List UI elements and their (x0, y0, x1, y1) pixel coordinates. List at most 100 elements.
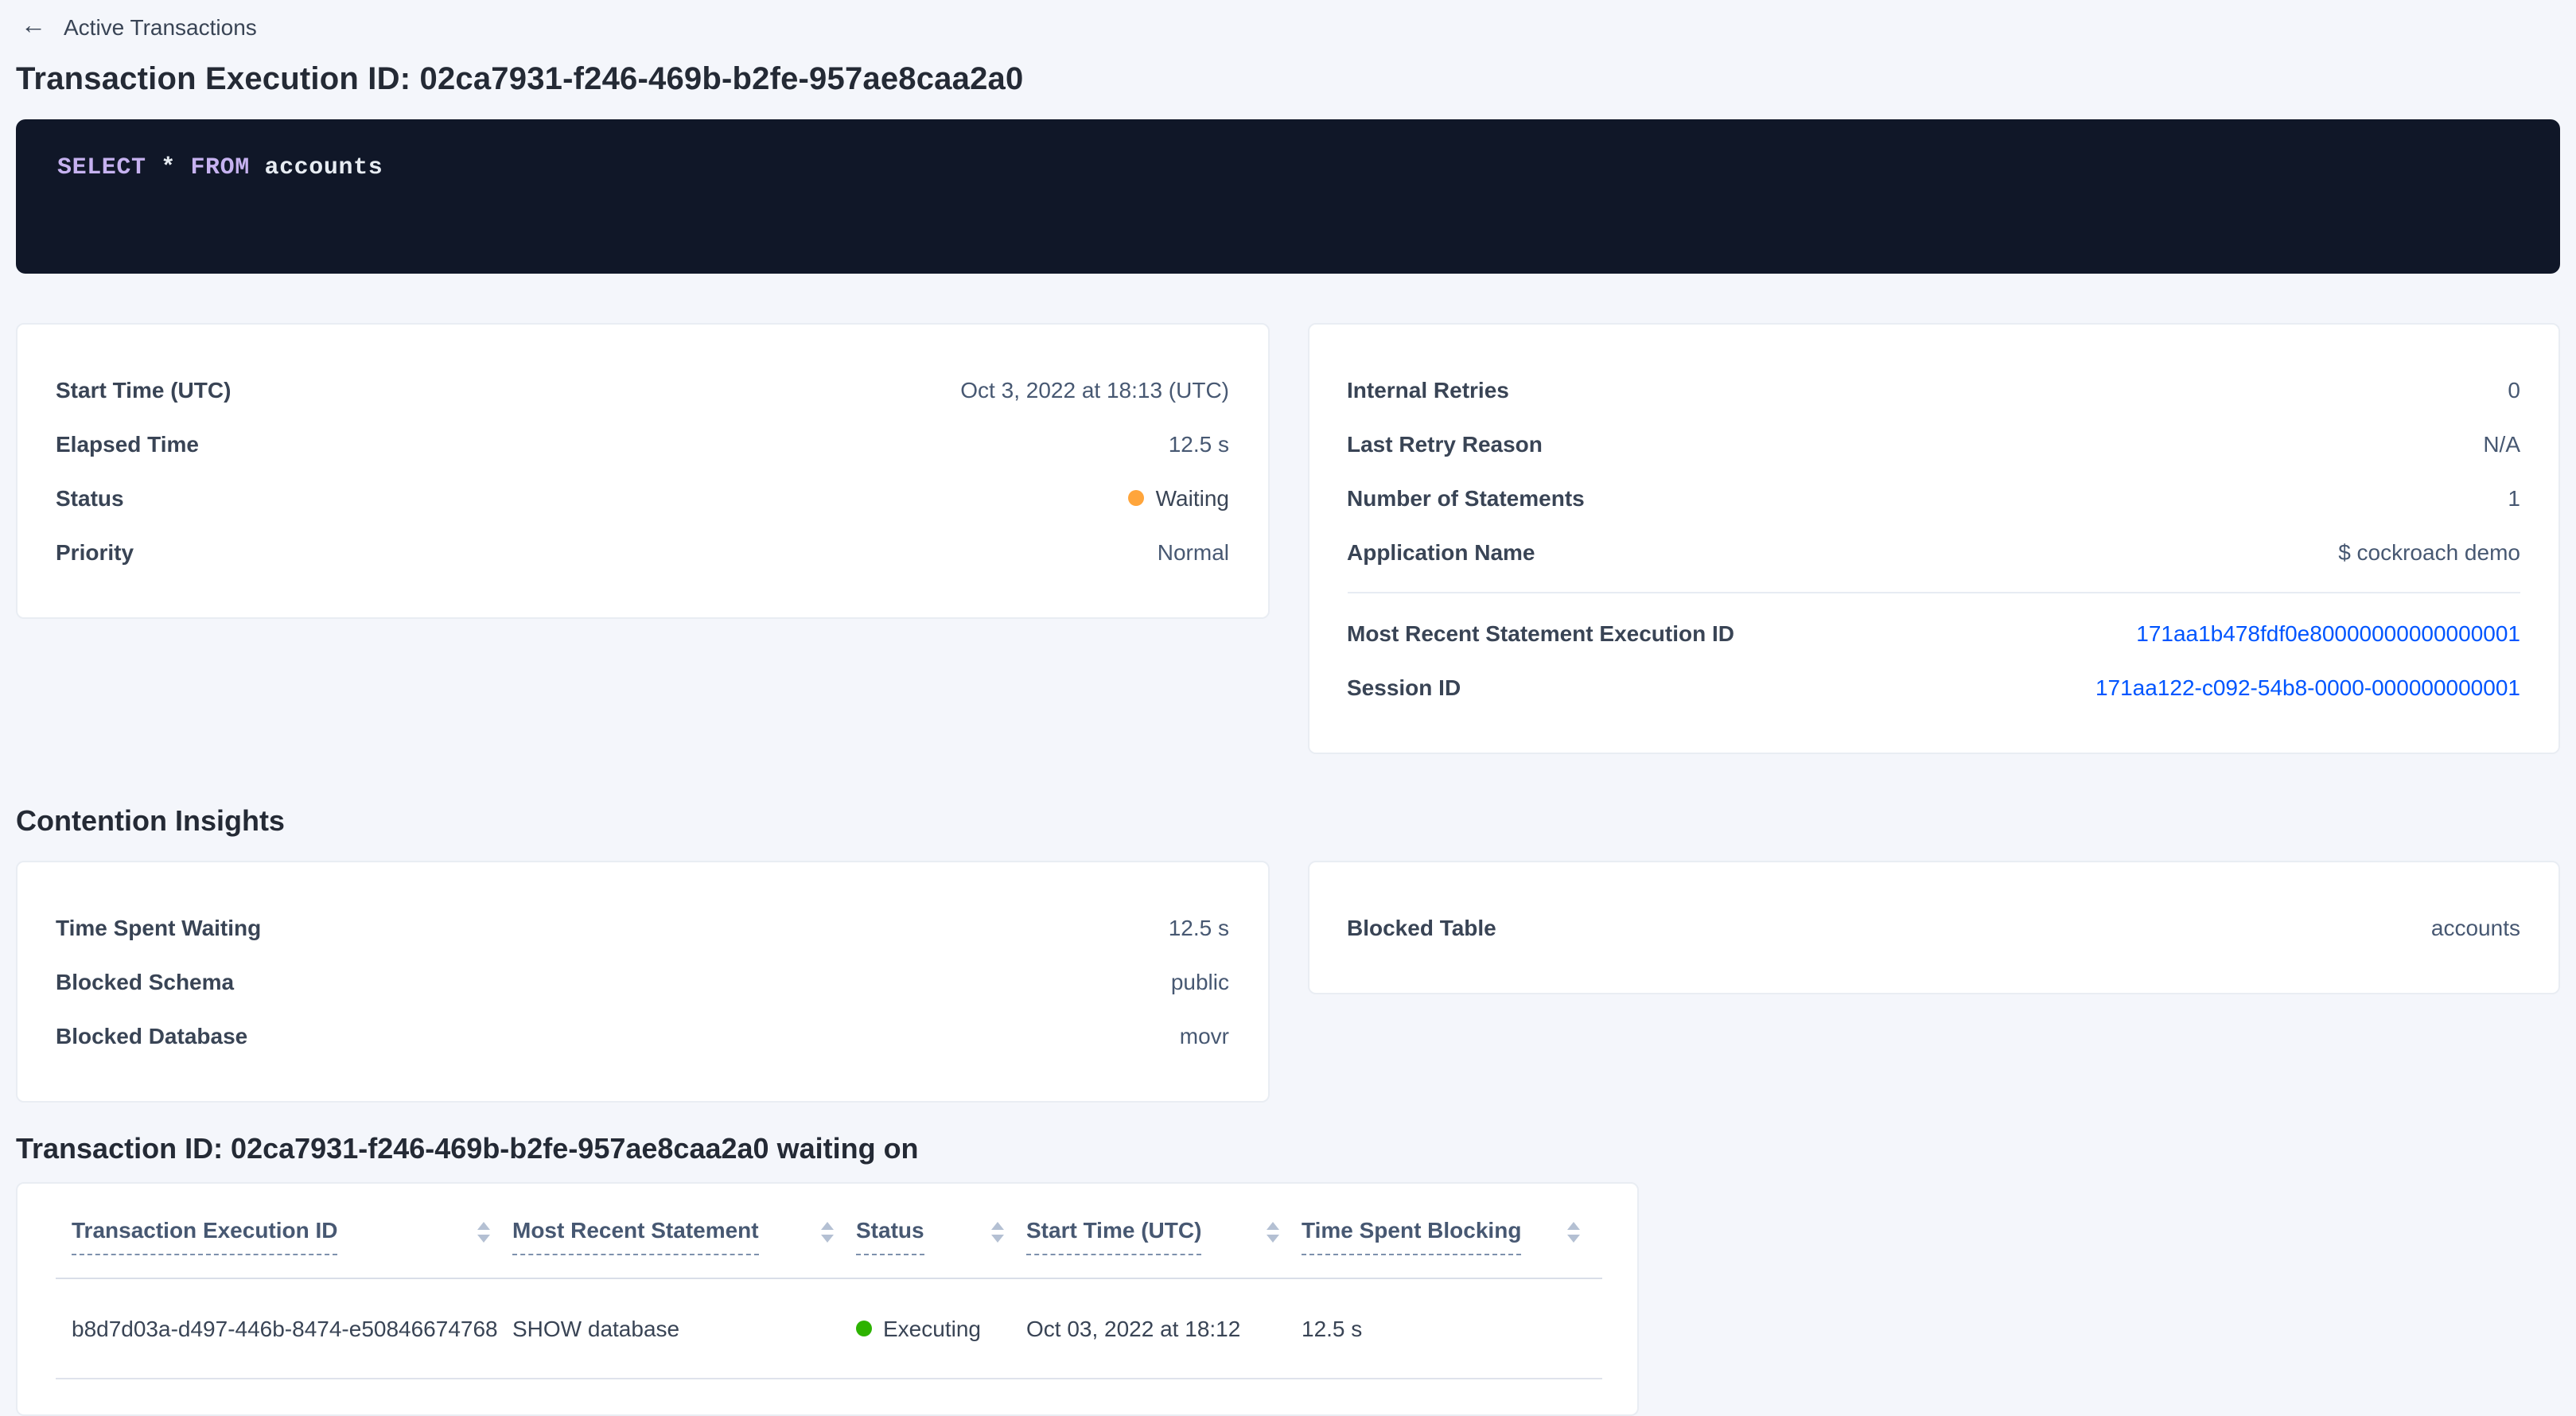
summary-row-number-of-statements: Number of Statements 1 (1347, 471, 2520, 525)
column-label: Time Spent Blocking (1302, 1217, 1522, 1255)
cell-status: Executing (856, 1278, 1026, 1379)
sql-statement: SELECT * FROM accounts (57, 154, 383, 181)
chevron-up-icon (1567, 1221, 1580, 1229)
row-value: Oct 3, 2022 at 18:13 (UTC) (960, 377, 1229, 403)
row-value: movr (1179, 1023, 1229, 1048)
column-label: Transaction Execution ID (72, 1217, 338, 1255)
summary-card-left: Start Time (UTC) Oct 3, 2022 at 18:13 (U… (16, 323, 1269, 619)
row-label: Blocked Schema (56, 969, 235, 994)
row-label: Most Recent Statement Execution ID (1347, 620, 1734, 646)
statement-execution-id-link[interactable]: 171aa1b478fdf0e80000000000000001 (2136, 620, 2520, 646)
cell-most-recent-statement: SHOW database (512, 1278, 856, 1379)
summary-row-last-retry-reason: Last Retry Reason N/A (1347, 417, 2520, 471)
column-label: Status (856, 1217, 924, 1255)
contention-row-blocked-database: Blocked Database movr (56, 1009, 1229, 1063)
session-id-link[interactable]: 171aa122-c092-54b8-0000-000000000001 (2095, 675, 2520, 700)
card-divider (1347, 592, 2520, 593)
summary-row-start-time: Start Time (UTC) Oct 3, 2022 at 18:13 (U… (56, 363, 1229, 417)
summary-row-session-id: Session ID 171aa122-c092-54b8-0000-00000… (1347, 660, 2520, 714)
cell-transaction-execution-id: b8d7d03a-d497-446b-8474-e50846674768 (56, 1278, 512, 1379)
sort-icon[interactable] (991, 1221, 1004, 1242)
status-dot-icon (856, 1321, 872, 1336)
breadcrumb-label: Active Transactions (64, 14, 257, 40)
chevron-down-icon (1567, 1234, 1580, 1242)
contention-row-time-spent-waiting: Time Spent Waiting 12.5 s (56, 901, 1229, 955)
status-badge: Waiting (1128, 485, 1229, 511)
row-label: Start Time (UTC) (56, 377, 232, 403)
column-header-start-time[interactable]: Start Time (UTC) (1026, 1184, 1302, 1278)
row-value: 1 (2508, 485, 2520, 511)
waiting-transactions-table-card: Transaction Execution ID Most Recent Sta… (16, 1182, 1639, 1416)
row-value: accounts (2430, 915, 2520, 940)
page-title: Transaction Execution ID: 02ca7931-f246-… (16, 62, 1024, 97)
sql-keyword: SELECT (57, 154, 146, 181)
table-row: b8d7d03a-d497-446b-8474-e50846674768 SHO… (56, 1278, 1602, 1379)
row-value: $ cockroach demo (2338, 539, 2520, 565)
summary-row-internal-retries: Internal Retries 0 (1347, 363, 2520, 417)
row-label: Session ID (1347, 675, 1461, 700)
contention-cards-row: Time Spent Waiting 12.5 s Blocked Schema… (16, 861, 2560, 1103)
sort-icon[interactable] (1567, 1221, 1580, 1242)
breadcrumb-back-link[interactable]: ← Active Transactions (0, 0, 278, 40)
row-value: 12.5 s (1168, 431, 1229, 457)
back-arrow-icon: ← (21, 13, 46, 40)
status-text: Waiting (1155, 485, 1229, 511)
sort-icon[interactable] (1267, 1221, 1279, 1242)
sort-icon[interactable] (477, 1221, 490, 1242)
row-value: 12.5 s (1168, 915, 1229, 940)
sql-table-name: accounts (249, 154, 383, 181)
chevron-down-icon (821, 1234, 834, 1242)
sort-icon[interactable] (821, 1221, 834, 1242)
summary-row-priority: Priority Normal (56, 525, 1229, 579)
chevron-up-icon (991, 1221, 1004, 1229)
sql-text: * (146, 154, 191, 181)
contention-card-left: Time Spent Waiting 12.5 s Blocked Schema… (16, 861, 1269, 1103)
sql-statement-box: SELECT * FROM accounts (16, 119, 2560, 274)
status-badge: Executing (856, 1316, 981, 1341)
row-label: Status (56, 485, 124, 511)
column-header-most-recent-statement[interactable]: Most Recent Statement (512, 1184, 856, 1278)
row-value: 0 (2508, 377, 2520, 403)
chevron-down-icon (991, 1234, 1004, 1242)
sql-keyword: FROM (190, 154, 250, 181)
column-header-transaction-execution-id[interactable]: Transaction Execution ID (56, 1184, 512, 1278)
summary-row-most-recent-statement-execution-id: Most Recent Statement Execution ID 171aa… (1347, 606, 2520, 660)
chevron-down-icon (1267, 1234, 1279, 1242)
summary-row-application-name: Application Name $ cockroach demo (1347, 525, 2520, 579)
status-text: Executing (883, 1316, 981, 1341)
chevron-up-icon (477, 1221, 490, 1229)
row-label: Blocked Database (56, 1023, 248, 1048)
chevron-up-icon (1267, 1221, 1279, 1229)
table-header-row: Transaction Execution ID Most Recent Sta… (56, 1184, 1602, 1278)
status-dot-icon (1128, 490, 1145, 506)
contention-row-blocked-table: Blocked Table accounts (1347, 901, 2520, 955)
column-header-time-spent-blocking[interactable]: Time Spent Blocking (1302, 1184, 1602, 1278)
summary-card-right: Internal Retries 0 Last Retry Reason N/A… (1307, 323, 2560, 754)
column-header-status[interactable]: Status (856, 1184, 1026, 1278)
column-label: Most Recent Statement (512, 1217, 759, 1255)
column-label: Start Time (UTC) (1026, 1217, 1202, 1255)
cell-start-time: Oct 03, 2022 at 18:12 (1026, 1278, 1302, 1379)
summary-row-elapsed-time: Elapsed Time 12.5 s (56, 417, 1229, 471)
row-label: Priority (56, 539, 134, 565)
chevron-up-icon (821, 1221, 834, 1229)
contention-row-blocked-schema: Blocked Schema public (56, 955, 1229, 1009)
row-label: Number of Statements (1347, 485, 1585, 511)
cell-time-spent-blocking: 12.5 s (1302, 1278, 1602, 1379)
row-label: Application Name (1347, 539, 1535, 565)
row-label: Elapsed Time (56, 431, 200, 457)
summary-row-status: Status Waiting (56, 471, 1229, 525)
summary-cards-row: Start Time (UTC) Oct 3, 2022 at 18:13 (U… (16, 323, 2560, 754)
row-value: public (1170, 969, 1229, 994)
chevron-down-icon (477, 1234, 490, 1242)
contention-insights-heading: Contention Insights (16, 805, 285, 837)
row-value: N/A (2483, 431, 2520, 457)
contention-card-right: Blocked Table accounts (1307, 861, 2560, 994)
row-label: Internal Retries (1347, 377, 1509, 403)
row-label: Last Retry Reason (1347, 431, 1543, 457)
row-value: Normal (1157, 539, 1229, 565)
waiting-transactions-table: Transaction Execution ID Most Recent Sta… (56, 1184, 1602, 1379)
waiting-on-heading: Transaction ID: 02ca7931-f246-469b-b2fe-… (16, 1133, 919, 1165)
row-label: Time Spent Waiting (56, 915, 262, 940)
